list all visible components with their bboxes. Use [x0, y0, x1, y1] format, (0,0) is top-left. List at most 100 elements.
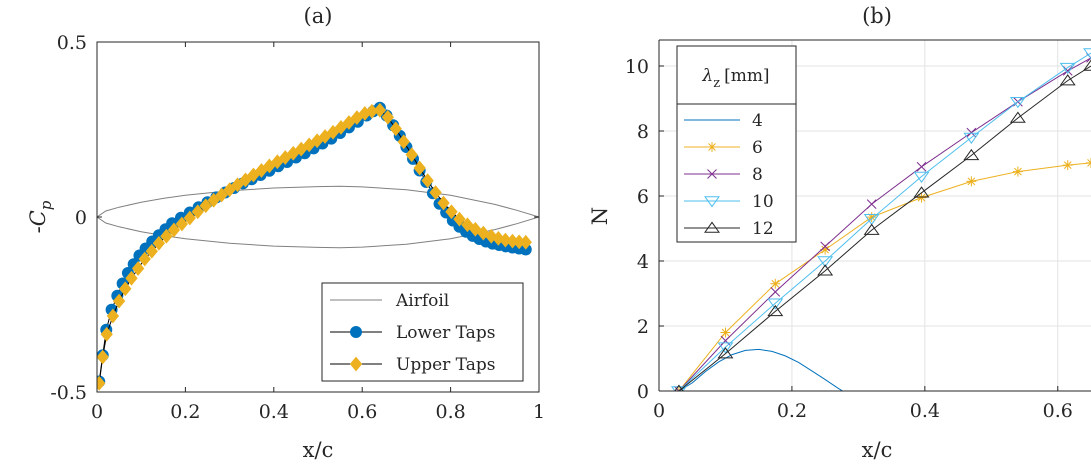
legend-label-b-lambda-8: 8 — [752, 165, 763, 185]
data-point-a-upper-taps — [437, 195, 450, 211]
y-tick-label-b: 8 — [637, 121, 649, 143]
data-point-a-upper-taps — [145, 243, 158, 259]
x-tick-label-a: 0.2 — [170, 401, 200, 423]
series-line-b-lambda-6 — [678, 162, 1091, 391]
series-line-b-lambda-12 — [678, 65, 1091, 391]
legend-label-b-lambda-6: 6 — [752, 138, 763, 158]
y-tick-label-a: 0.5 — [57, 32, 87, 54]
legend-marker-b-lambda-10 — [704, 196, 720, 208]
data-point-a-upper-taps — [247, 167, 260, 183]
data-point-b-lambda-6 — [720, 327, 731, 338]
series-b-lambda-8 — [674, 53, 1091, 391]
x-tick-label-b: 0.6 — [1043, 400, 1073, 422]
data-point-a-upper-taps — [453, 211, 466, 227]
data-point-a-upper-taps — [461, 217, 474, 233]
data-point-a-upper-taps — [106, 308, 120, 324]
data-point-b-lambda-12 — [1059, 74, 1076, 86]
legend-title-symbol-b: λ — [701, 66, 713, 86]
legend-b: λz [mm] 4 6 8 10 12 — [676, 45, 797, 243]
data-point-a-upper-taps — [160, 228, 173, 244]
data-point-b-lambda-10 — [717, 342, 734, 354]
data-point-b-lambda-12 — [1083, 59, 1091, 71]
data-point-a-upper-taps — [429, 185, 442, 200]
data-point-a-upper-taps — [112, 293, 126, 309]
data-point-a-upper-taps — [519, 234, 532, 250]
data-point-b-lambda-12 — [913, 186, 930, 198]
x-tick-label-a: 0 — [91, 401, 103, 423]
legend-label-a-lower-taps: Lower Taps — [396, 323, 495, 343]
data-point-a-upper-taps — [239, 172, 252, 188]
y-tick-label-b: 10 — [625, 56, 649, 78]
ticks-b: 0 0.2 0.4 0.6 0 2 4 6 8 10 — [625, 56, 1073, 422]
data-point-a-upper-taps — [207, 192, 220, 208]
y-axis-label-b-group: N — [588, 207, 612, 225]
data-point-a-upper-taps — [125, 270, 138, 286]
data-point-b-lambda-12 — [717, 347, 734, 359]
data-point-b-lambda-10 — [767, 298, 784, 310]
x-tick-label-b: 0.4 — [910, 400, 940, 422]
y-tick-label-a: -0.5 — [50, 382, 87, 404]
data-point-b-lambda-6 — [1012, 166, 1023, 177]
series-b-lambda-10 — [670, 48, 1091, 391]
data-point-a-upper-taps — [215, 187, 228, 203]
data-point-a-upper-taps — [445, 204, 458, 220]
series-line-a-airfoil — [97, 185, 539, 218]
data-point-b-lambda-10 — [1083, 48, 1091, 60]
legend-marker-a-upper-taps — [349, 356, 363, 372]
y-axis-label-a: -C — [26, 210, 50, 233]
data-point-b-lambda-8 — [916, 161, 927, 172]
legend-marker-b-lambda-6 — [707, 142, 717, 152]
legend-label-a-airfoil: Airfoil — [395, 291, 449, 311]
legend-title-b: λz [mm] — [701, 66, 769, 91]
data-point-b-lambda-8 — [820, 241, 831, 252]
data-point-b-lambda-10 — [1009, 97, 1026, 109]
data-point-a-upper-taps — [138, 251, 151, 267]
data-point-a-upper-taps — [167, 222, 181, 238]
data-point-a-upper-taps — [199, 198, 212, 214]
data-point-b-lambda-8 — [720, 335, 731, 346]
x-tick-label-a: 0.8 — [435, 401, 465, 423]
series-group-b — [670, 48, 1091, 391]
legend-box-b — [676, 45, 797, 243]
data-point-a-upper-taps — [373, 102, 387, 118]
data-point-b-lambda-6 — [820, 244, 831, 255]
data-point-a-upper-taps — [97, 375, 106, 391]
x-axis-label-b: x/c — [862, 438, 893, 462]
y-tick-label-a: 0 — [75, 207, 87, 229]
data-point-a-upper-taps — [97, 349, 109, 365]
data-point-a-upper-taps — [100, 326, 113, 342]
series-a-upper-taps — [97, 102, 532, 391]
series-b-lambda-4 — [678, 348, 844, 391]
data-point-a-upper-taps — [381, 109, 394, 125]
data-point-b-lambda-10 — [963, 132, 980, 144]
series-b-lambda-12 — [674, 59, 1091, 391]
data-point-b-lambda-6 — [770, 278, 781, 289]
data-point-a-upper-taps — [131, 261, 145, 276]
legend-label-b-lambda-12: 12 — [752, 219, 774, 239]
x-tick-label-a: 0.6 — [347, 401, 377, 423]
svg-text:-Cp: -Cp — [26, 200, 55, 233]
x-tick-label-a: 0.4 — [259, 401, 289, 423]
chart-title-a: (a) — [304, 4, 333, 28]
series-b-lambda-6 — [673, 157, 1091, 391]
y-tick-label-b: 0 — [637, 381, 649, 403]
chart-title-b: (b) — [862, 4, 892, 28]
data-point-b-lambda-10 — [817, 256, 834, 268]
data-point-a-upper-taps — [152, 235, 166, 251]
data-point-a-upper-taps — [421, 173, 434, 188]
data-point-b-lambda-10 — [1059, 62, 1076, 75]
data-point-a-upper-taps — [342, 115, 356, 130]
data-point-a-upper-taps — [397, 134, 410, 150]
legend-a: Airfoil Lower Taps Upper Taps — [321, 282, 524, 382]
data-point-b-lambda-12 — [817, 264, 834, 276]
x-axis-label-a: x/c — [303, 438, 334, 462]
series-a-airfoil — [97, 185, 539, 218]
legend-marker-a-lower-taps — [350, 326, 362, 338]
data-point-b-lambda-6 — [966, 176, 977, 187]
legend-title-unit-b: [mm] — [724, 66, 770, 86]
data-point-a-upper-taps — [255, 163, 268, 178]
data-point-a-upper-taps — [191, 204, 204, 220]
x-tick-label-b: 0 — [653, 400, 665, 422]
ticks-a: 0 0.2 0.4 0.6 0.8 1-0.500.5 — [50, 32, 545, 423]
